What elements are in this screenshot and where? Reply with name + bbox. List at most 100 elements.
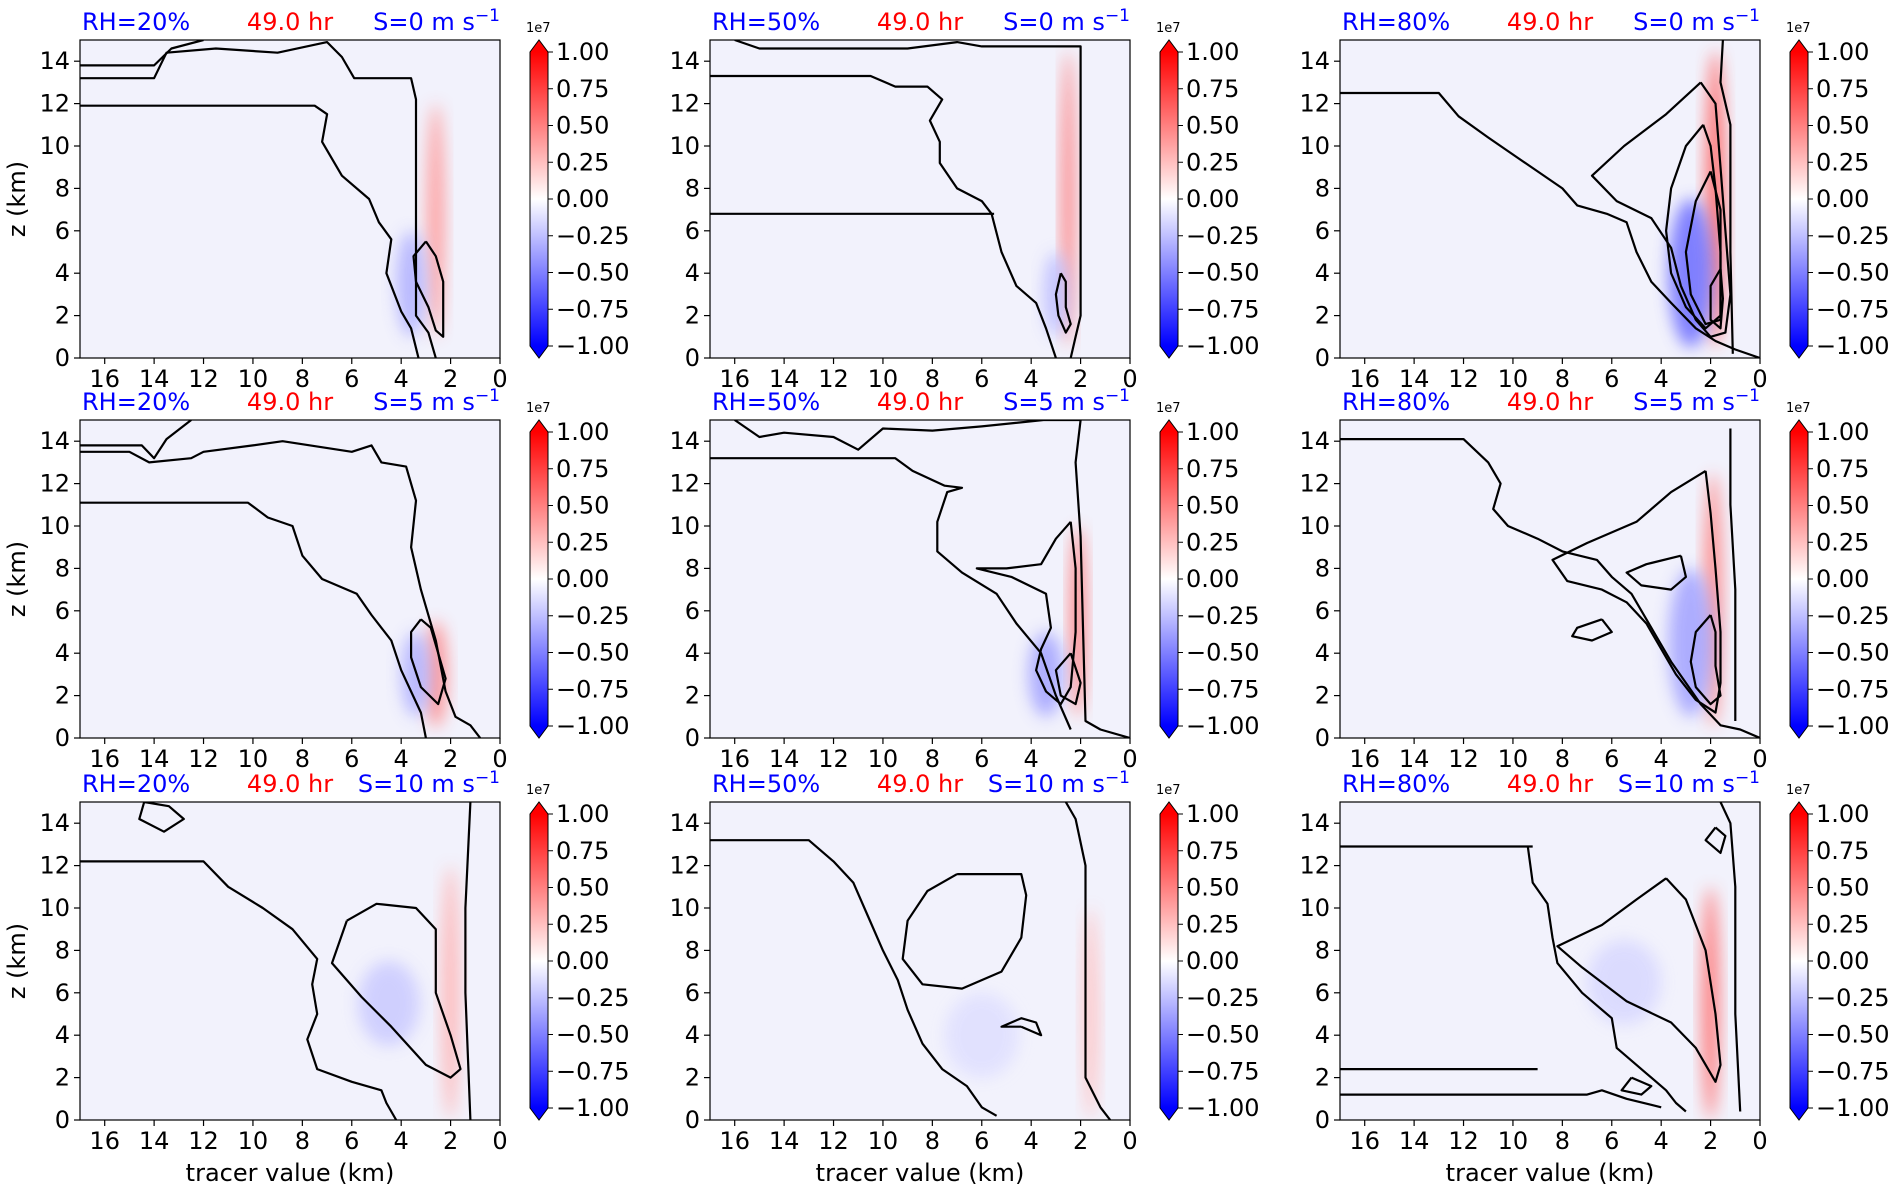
colorbar-tick-label: 0.75	[1186, 837, 1239, 865]
x-tick-label: 6	[1604, 365, 1619, 393]
colorbar-tick-label: 0.25	[1816, 910, 1869, 938]
colorbar-tick-label: 0.50	[556, 492, 609, 520]
panel-9: 16 14 12 10 8 6 4 2 0 0 2 4 6 8 10 12 14 RH=80% 49.0 hr S=1…	[1299, 768, 1889, 1187]
x-tick-label: 16	[1349, 1127, 1380, 1155]
x-tick-label: 12	[188, 1127, 219, 1155]
time-label: 49.0 hr	[1507, 8, 1593, 36]
shear-label-exponent: −1	[475, 6, 500, 26]
x-tick-label: 8	[925, 365, 940, 393]
colorbar-tick-label: 0.00	[556, 185, 609, 213]
y-tick-label: 0	[685, 1106, 700, 1134]
contour-line-3	[330, 902, 462, 1079]
colorbar-tick-label: 1.00	[1186, 800, 1239, 828]
x-tick-label: 16	[89, 745, 120, 773]
rh-label: RH=50%	[712, 770, 820, 798]
x-axis-label: tracer value (km)	[1446, 1159, 1655, 1187]
x-tick-label: 8	[295, 365, 310, 393]
plot-frame	[1339, 39, 1761, 359]
y-tick-label: 2	[685, 682, 700, 710]
y-tick-label: 4	[685, 1021, 700, 1049]
colorbar-min-arrow	[1160, 726, 1178, 738]
colorbar-multiplier: 1e7	[1786, 21, 1811, 36]
colorbar-tick-label: −0.25	[556, 222, 630, 250]
colorbar-tick-label: −0.25	[1186, 222, 1260, 250]
x-tick-label: 0	[1752, 365, 1767, 393]
colorbar: 1.00 0.75 0.50 0.25 0.00 −0.25 −0.50 −0.75 −1.00…	[1156, 783, 1260, 1122]
y-tick-label: 14	[39, 47, 70, 75]
colorbar-min-arrow	[1160, 1108, 1178, 1120]
colorbar-tick-label: 0.25	[1186, 148, 1239, 176]
colorbar-multiplier: 1e7	[1786, 783, 1811, 798]
y-tick-label: 6	[685, 979, 700, 1007]
y-tick-label: 12	[1299, 852, 1330, 880]
y-tick-label: 14	[39, 427, 70, 455]
colorbar-tick-label: −0.25	[1186, 602, 1260, 630]
y-tick-label: 0	[685, 724, 700, 752]
shear-label-exponent: −1	[475, 768, 500, 788]
x-tick-label: 2	[1703, 745, 1718, 773]
rh-label: RH=20%	[82, 388, 190, 416]
x-tick-label: 2	[1703, 1127, 1718, 1155]
colorbar-max-arrow	[1160, 802, 1178, 814]
x-tick-label: 6	[344, 365, 359, 393]
colorbar-body	[1160, 432, 1178, 726]
contour-line-4	[412, 240, 445, 338]
colorbar-tick-label: 0.00	[1816, 947, 1869, 975]
y-axis-label: z (km)	[3, 541, 31, 617]
x-tick-label: 6	[974, 365, 989, 393]
y-tick-label: 8	[1315, 554, 1330, 582]
x-tick-label: 10	[238, 745, 269, 773]
colorbar-tick-label: −0.25	[1816, 602, 1890, 630]
y-tick-label: 10	[669, 894, 700, 922]
x-tick-label: 14	[1399, 365, 1430, 393]
colorbar-tick-label: −0.75	[556, 295, 630, 323]
x-tick-label: 0	[492, 365, 507, 393]
colorbar-tick-label: 1.00	[556, 418, 609, 446]
colorbar-tick-label: 0.75	[556, 455, 609, 483]
contour-line-1	[710, 839, 998, 1117]
colorbar-tick-label: −0.50	[1186, 639, 1260, 667]
x-tick-label: 16	[1349, 365, 1380, 393]
colorbar-tick-label: 0.75	[1186, 75, 1239, 103]
y-tick-label: 4	[55, 259, 70, 287]
plot-area	[1340, 428, 1760, 738]
x-tick-label: 14	[769, 745, 800, 773]
colorbar-body	[530, 814, 548, 1108]
x-tick-label: 10	[1498, 1127, 1529, 1155]
x-tick-label: 4	[1024, 745, 1039, 773]
time-label: 49.0 hr	[247, 770, 333, 798]
x-tick-label: 12	[188, 365, 219, 393]
contour-line-4	[1340, 1089, 1662, 1109]
x-tick-label: 0	[1752, 745, 1767, 773]
x-axis-label: tracer value (km)	[186, 1159, 395, 1187]
y-tick-label: 4	[1315, 639, 1330, 667]
y-tick-label: 0	[1315, 344, 1330, 372]
plot-frame	[709, 419, 1131, 739]
colorbar-tick-label: 0.25	[1186, 910, 1239, 938]
shear-label-base: S=10 m s	[1618, 770, 1735, 798]
x-tick-label: 6	[974, 1127, 989, 1155]
y-tick-label: 12	[39, 470, 70, 498]
y-tick-label: 4	[685, 639, 700, 667]
contour-line-8	[1620, 1076, 1653, 1096]
contour-line-4	[1665, 124, 1722, 330]
x-tick-label: 16	[719, 1127, 750, 1155]
x-tick-label: 12	[818, 365, 849, 393]
rh-label: RH=80%	[1342, 388, 1450, 416]
shear-label: S=5 m s−1	[373, 386, 500, 416]
plot-frame	[79, 419, 501, 739]
colorbar-tick-label: 1.00	[556, 38, 609, 66]
contour-line-6	[1689, 614, 1722, 706]
shear-label: S=0 m s−1	[1003, 6, 1130, 36]
shear-label: S=10 m s−1	[1618, 768, 1760, 798]
colorbar-tick-label: 0.00	[556, 565, 609, 593]
x-tick-label: 12	[1448, 1127, 1479, 1155]
x-tick-label: 6	[974, 745, 989, 773]
colorbar-tick-label: 0.75	[556, 837, 609, 865]
plot-frame	[709, 801, 1131, 1121]
colorbar-tick-label: −0.50	[556, 639, 630, 667]
time-label: 49.0 hr	[247, 388, 333, 416]
shear-label-exponent: −1	[1735, 6, 1760, 26]
y-tick-label: 12	[1299, 470, 1330, 498]
colorbar-tick-label: 0.50	[1186, 112, 1239, 140]
